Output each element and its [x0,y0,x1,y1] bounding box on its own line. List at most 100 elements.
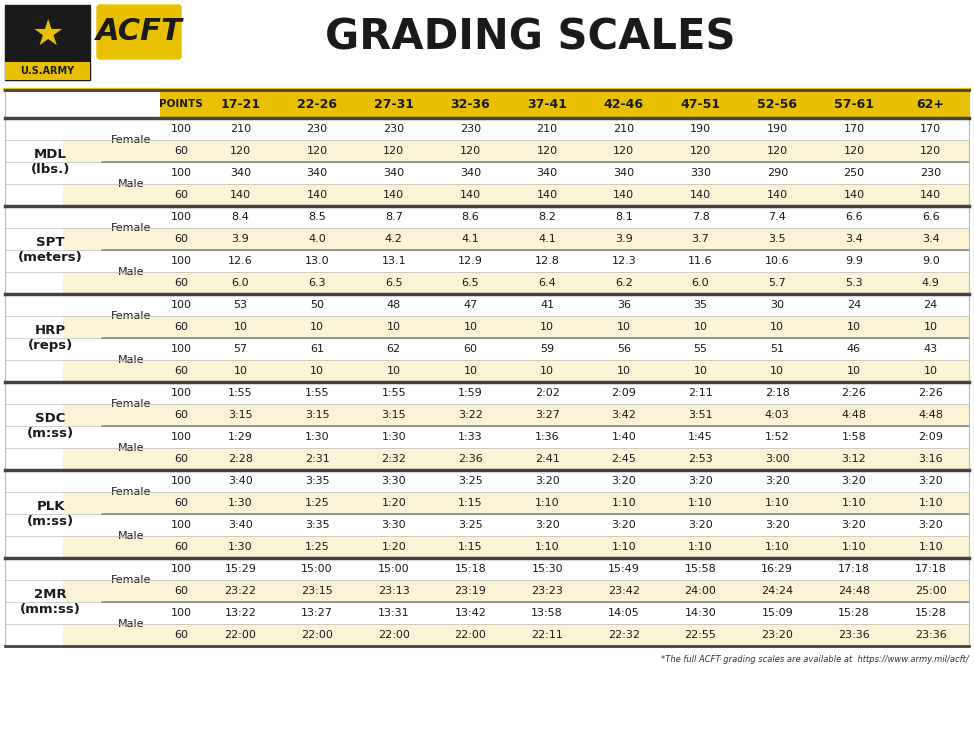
Text: 10: 10 [541,366,554,376]
Text: PLK
(m:ss): PLK (m:ss) [27,500,74,528]
Text: 12.6: 12.6 [228,256,252,266]
Text: 3.5: 3.5 [768,234,786,244]
Text: 4.2: 4.2 [385,234,402,244]
Text: 10: 10 [847,322,861,332]
Text: 3:20: 3:20 [918,476,943,486]
Text: 13.0: 13.0 [305,256,329,266]
Text: 1:10: 1:10 [918,542,943,552]
Text: 1:30: 1:30 [382,432,406,442]
FancyBboxPatch shape [97,5,181,59]
Text: 42-46: 42-46 [604,98,644,110]
Text: 100: 100 [170,388,192,398]
Text: 60: 60 [174,146,188,156]
Text: 3:35: 3:35 [305,520,329,530]
Text: 14:30: 14:30 [685,608,717,618]
Text: 3:12: 3:12 [842,454,866,464]
Text: 2:26: 2:26 [842,388,867,398]
Text: 140: 140 [537,190,558,200]
Text: 140: 140 [460,190,481,200]
Text: 37-41: 37-41 [527,98,567,110]
Text: 230: 230 [307,124,327,134]
Text: 170: 170 [843,124,865,134]
Text: 1:20: 1:20 [382,498,406,508]
Text: 1:55: 1:55 [382,388,406,398]
Text: 1:55: 1:55 [228,388,252,398]
Text: 1:52: 1:52 [765,432,790,442]
Text: 3:20: 3:20 [535,520,559,530]
Text: 10: 10 [770,322,784,332]
Text: 62+: 62+ [917,98,945,110]
Text: 2:26: 2:26 [918,388,943,398]
Text: 8.2: 8.2 [539,212,556,222]
Bar [5,470,969,492]
Text: 4.1: 4.1 [462,234,479,244]
Text: 210: 210 [614,124,634,134]
Text: 2:41: 2:41 [535,454,560,464]
Text: POINTS: POINTS [159,99,203,109]
Text: 15:49: 15:49 [608,564,640,574]
Text: 9.9: 9.9 [845,256,863,266]
Text: 7.4: 7.4 [768,212,786,222]
Text: 3.7: 3.7 [692,234,709,244]
Text: 1:10: 1:10 [842,498,866,508]
Text: 23:19: 23:19 [455,586,486,596]
Text: 60: 60 [174,586,188,596]
Text: 120: 120 [307,146,327,156]
Text: 100: 100 [170,564,192,574]
Text: 140: 140 [307,190,327,200]
Bar [5,140,969,162]
Text: 10: 10 [387,366,400,376]
Text: MDL
(lbs.): MDL (lbs.) [31,148,70,176]
Text: 3:00: 3:00 [765,454,790,464]
Text: 60: 60 [174,278,188,288]
Bar [5,184,969,206]
Text: 32-36: 32-36 [451,98,490,110]
Text: 3:20: 3:20 [689,476,713,486]
Text: 15:29: 15:29 [224,564,256,574]
Text: 24: 24 [923,300,938,310]
Text: 22:00: 22:00 [301,630,333,640]
Text: 120: 120 [767,146,788,156]
Text: 2:53: 2:53 [689,454,713,464]
Text: 60: 60 [174,190,188,200]
Text: 60: 60 [174,542,188,552]
Text: 10.6: 10.6 [765,256,790,266]
Text: Female: Female [111,487,151,497]
Text: 4.9: 4.9 [921,278,940,288]
Text: 13:42: 13:42 [455,608,486,618]
Text: 48: 48 [387,300,401,310]
Text: 6.0: 6.0 [232,278,249,288]
Text: 6.4: 6.4 [539,278,556,288]
Text: 3:51: 3:51 [689,410,713,420]
Bar [5,206,969,228]
Text: 52-56: 52-56 [757,98,798,110]
Text: 17-21: 17-21 [220,98,260,110]
Text: ACFT: ACFT [95,17,182,46]
Text: 13:27: 13:27 [301,608,333,618]
Text: Male: Male [118,531,144,541]
Text: 1:10: 1:10 [535,498,559,508]
Text: 4:48: 4:48 [842,410,867,420]
Text: 100: 100 [170,124,192,134]
Text: Female: Female [111,311,151,321]
Text: 140: 140 [383,190,404,200]
Text: 10: 10 [387,322,400,332]
Text: 24: 24 [846,300,861,310]
Text: 23:23: 23:23 [531,586,563,596]
Text: 3.9: 3.9 [615,234,633,244]
Text: 10: 10 [923,322,938,332]
Text: 22:32: 22:32 [608,630,640,640]
Text: 330: 330 [690,168,711,178]
Text: 1:55: 1:55 [305,388,329,398]
Text: 27-31: 27-31 [374,98,414,110]
Text: 55: 55 [693,344,707,354]
Text: 15:30: 15:30 [532,564,563,574]
Text: 2:09: 2:09 [612,388,636,398]
Text: 1:33: 1:33 [458,432,483,442]
Text: 3:20: 3:20 [765,520,790,530]
Text: 53: 53 [234,300,247,310]
Text: HRP
(reps): HRP (reps) [28,324,73,352]
Text: 10: 10 [310,366,324,376]
Text: 60: 60 [174,322,188,332]
Bar [5,118,63,206]
